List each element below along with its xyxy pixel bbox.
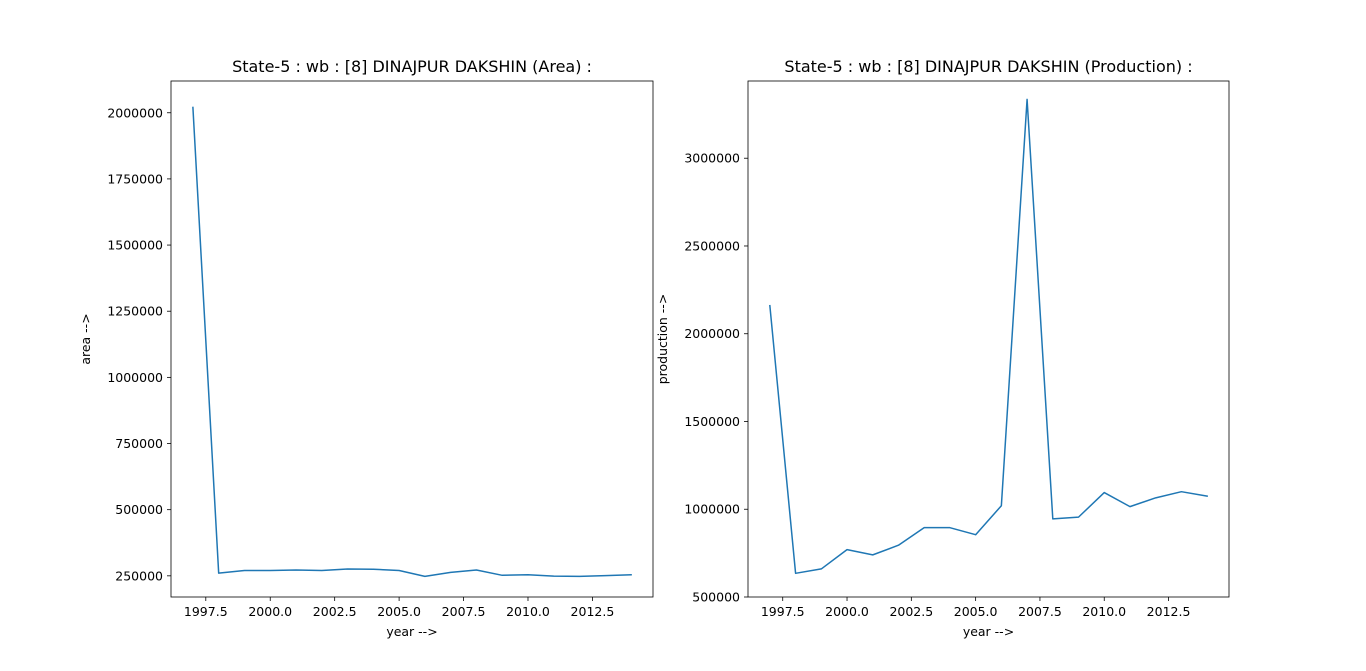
y-tick-label: 750000 [115, 436, 163, 451]
y-tick-label: 1000000 [107, 370, 163, 385]
x-tick-label: 2002.5 [889, 604, 933, 619]
x-tick-label: 2007.5 [1018, 604, 1062, 619]
y-tick-label: 1250000 [107, 304, 163, 319]
series-line [769, 98, 1209, 575]
x-tick-label: 2005.0 [377, 604, 421, 619]
x-tick-label: 2005.0 [954, 604, 998, 619]
y-tick-label: 500000 [692, 590, 740, 605]
x-tick-label: 2012.5 [571, 604, 615, 619]
x-tick-label: 2007.5 [442, 604, 486, 619]
y-tick-label: 2000000 [684, 326, 740, 341]
series-line [192, 106, 632, 578]
plot-frame [747, 80, 1230, 598]
x-tick-label: 2000.0 [248, 604, 292, 619]
y-tick-label: 250000 [115, 568, 163, 583]
y-axis-label: area --> [78, 313, 93, 364]
x-tick-label: 1997.5 [761, 604, 805, 619]
x-tick-label: 2010.0 [506, 604, 550, 619]
x-axis-label: year --> [963, 624, 1014, 639]
y-tick-label: 500000 [115, 502, 163, 517]
y-tick-label: 3000000 [684, 151, 740, 166]
x-axis-label: year --> [386, 624, 437, 639]
x-tick-label: 2002.5 [313, 604, 357, 619]
y-tick-label: 2500000 [684, 238, 740, 253]
y-tick-label: 2000000 [107, 105, 163, 120]
x-tick-label: 2000.0 [825, 604, 869, 619]
area-chart: State-5 : wb : [8] DINAJPUR DAKSHIN (Are… [78, 57, 654, 639]
x-tick-label: 1997.5 [184, 604, 228, 619]
y-axis-label: production --> [655, 294, 670, 385]
y-tick-label: 1500000 [107, 238, 163, 253]
chart-title: State-5 : wb : [8] DINAJPUR DAKSHIN (Pro… [784, 57, 1192, 76]
y-tick-label: 1750000 [107, 171, 163, 186]
x-tick-label: 2010.0 [1082, 604, 1126, 619]
y-tick-label: 1000000 [684, 502, 740, 517]
chart-title: State-5 : wb : [8] DINAJPUR DAKSHIN (Are… [232, 57, 592, 76]
y-tick-label: 1500000 [684, 414, 740, 429]
x-tick-label: 2012.5 [1147, 604, 1191, 619]
production-chart: State-5 : wb : [8] DINAJPUR DAKSHIN (Pro… [655, 57, 1230, 639]
plot-frame [170, 80, 654, 598]
